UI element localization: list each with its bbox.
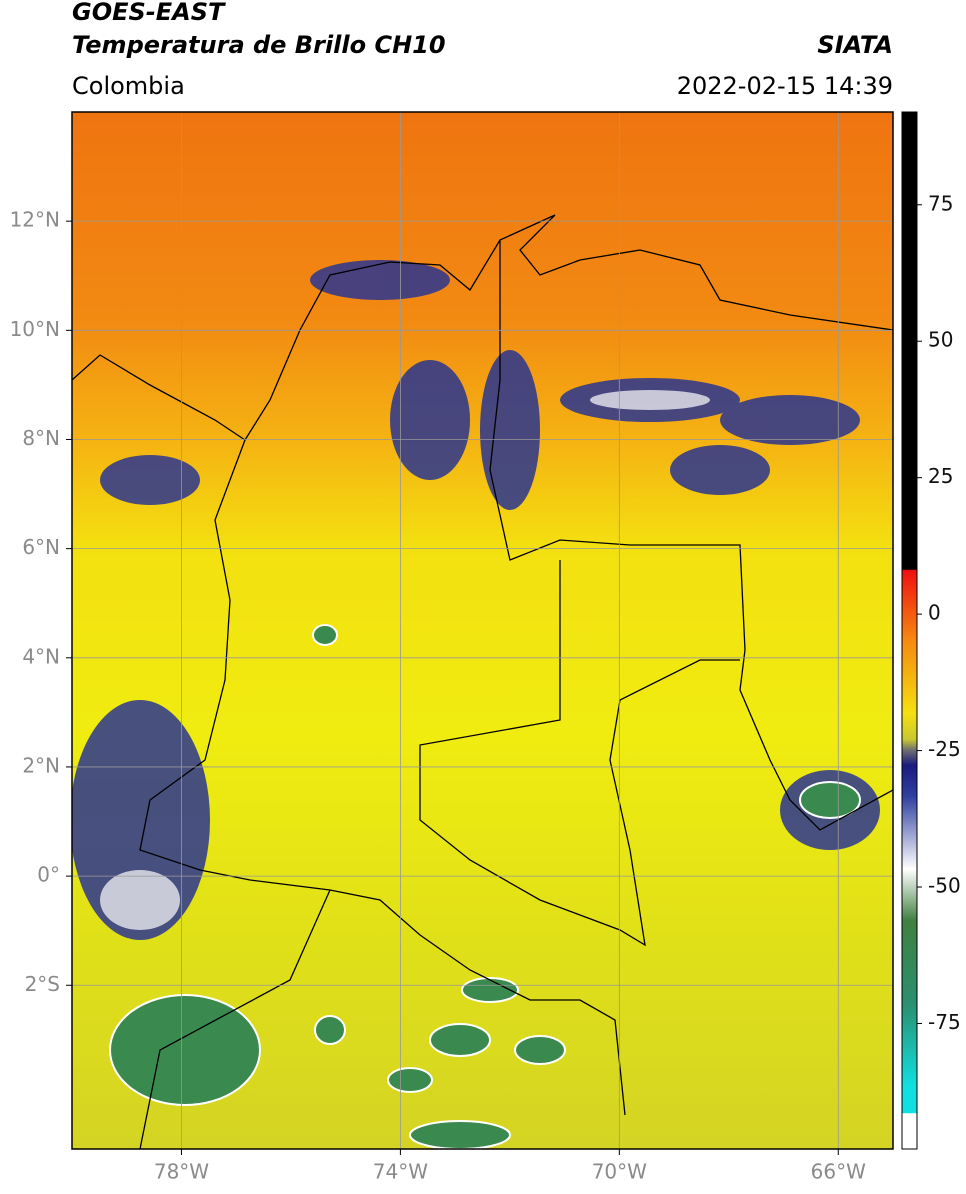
subtitle: Temperatura de Brillo CH10 xyxy=(72,31,446,59)
title: GOES-EAST xyxy=(72,0,226,26)
y-tick-label: 6°N xyxy=(22,535,60,559)
map-frame xyxy=(71,111,894,1150)
colorbar-tick-label: -25 xyxy=(928,737,961,761)
y-tick-label: 12°N xyxy=(10,208,60,232)
colorbar-tick-label: 50 xyxy=(928,328,953,352)
grid xyxy=(72,112,893,1149)
datetime: 2022-02-15 14:39 xyxy=(677,72,893,100)
x-tick-label: 66°W xyxy=(811,1160,866,1184)
y-tick-label: 2°N xyxy=(22,753,60,777)
source: SIATA xyxy=(817,31,893,59)
y-tick-label: 8°N xyxy=(22,426,60,450)
colorbar xyxy=(901,111,918,1150)
region: Colombia xyxy=(72,72,185,100)
x-tick-label: 70°W xyxy=(592,1160,647,1184)
colorbar-tick-label: 25 xyxy=(928,464,953,488)
colorbar-tick-label: -75 xyxy=(928,1010,961,1034)
x-tick-label: 74°W xyxy=(373,1160,428,1184)
y-tick-label: 2°S xyxy=(25,972,60,996)
x-tick-label: 78°W xyxy=(154,1160,209,1184)
y-tick-label: 10°N xyxy=(10,317,60,341)
colorbar-tick-label: 0 xyxy=(928,601,941,625)
y-tick-label: 0° xyxy=(37,863,60,887)
map-image xyxy=(72,112,893,1149)
colorbar-tick-label: -50 xyxy=(928,874,961,898)
colorbar-tick-label: 75 xyxy=(928,191,953,215)
y-tick-label: 4°N xyxy=(22,644,60,668)
